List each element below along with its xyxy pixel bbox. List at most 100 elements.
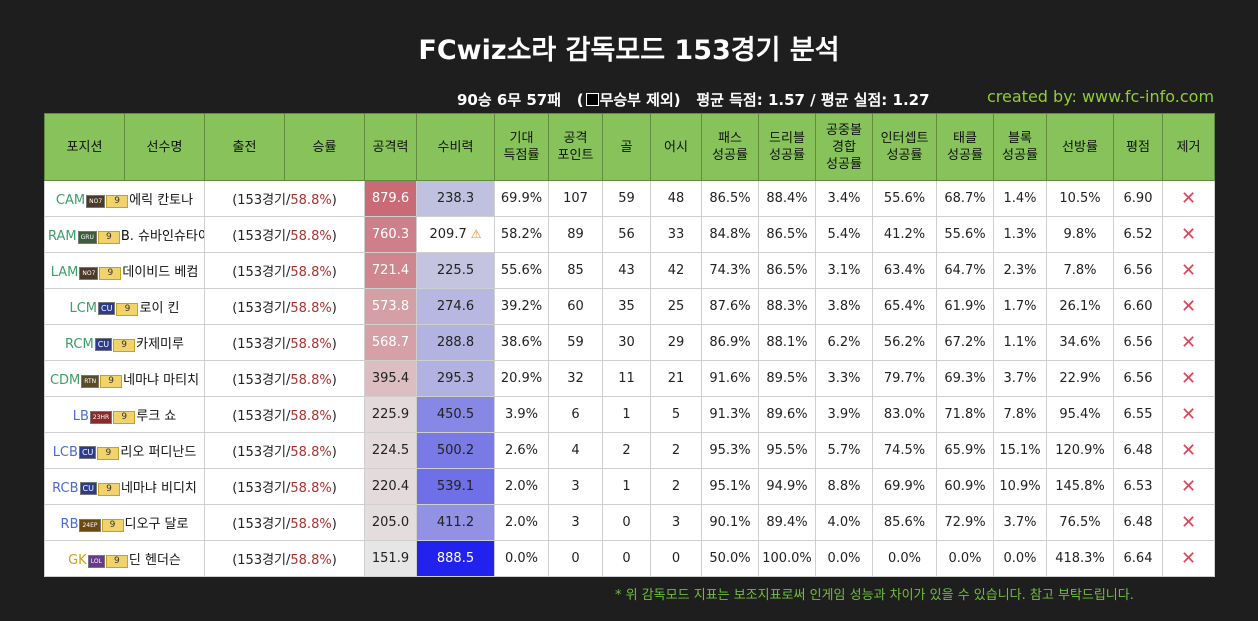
close-icon[interactable]: ✕ [1180,332,1197,353]
enhance-level-badge: 9 [116,303,139,316]
enhance-level-badge: 9 [106,195,129,208]
close-icon[interactable]: ✕ [1180,404,1197,425]
record-summary: 90승 6무 57패 (무승부 제외) 평균 득점: 1.57 / 평균 실점:… [457,89,930,110]
save-rate: 76.5% [1046,504,1114,541]
footnote: * 위 감독모드 지표는 보조지표로써 인게임 성능과 차이가 있을 수 있습니… [615,588,1134,603]
save-rate: 418.3% [1046,540,1114,577]
games-close-paren: ) [331,193,337,208]
block-rate: 1.7% [993,288,1047,325]
goals: 2 [602,432,651,469]
table-row: RCB CU 9 네마냐 비디치 (153경기/58.8%) 220.4 539.1 2.0%… [44,468,1215,505]
rating: 6.56 [1113,324,1163,361]
aerial-rate: 0.0% [815,540,873,577]
player-name[interactable]: 딘 헨더슨 [128,553,181,568]
close-icon[interactable]: ✕ [1180,224,1197,245]
win-rate: 58.8% [290,409,332,424]
remove-cell: ✕ [1162,540,1215,577]
pass-rate: 84.8% [701,216,759,253]
defense-value: 225.5 [416,252,495,289]
rating: 6.48 [1113,504,1163,541]
column-header: 공격 포인트 [548,113,603,181]
defense-value: 295.3 [416,360,495,397]
table-body: CAM NO7 9 에릭 칸토나 (153경기/58.8%) 879.6 238.3 69.9… [44,180,1215,577]
games-close-paren: ) [331,517,337,532]
tackle-rate: 68.7% [936,180,994,217]
player-name[interactable]: 루크 쇼 [136,409,177,424]
player-name[interactable]: 네마냐 마티치 [123,373,200,388]
games-close-paren: ) [331,301,337,316]
season-badge-icon: RTN [81,375,100,388]
close-icon[interactable]: ✕ [1180,440,1197,461]
aerial-rate: 6.2% [815,324,873,361]
tackle-rate: 61.9% [936,288,994,325]
attack-value: 568.7 [364,324,417,361]
close-icon[interactable]: ✕ [1180,368,1197,389]
player-name[interactable]: 리오 퍼디난드 [120,445,197,460]
close-icon[interactable]: ✕ [1180,548,1197,569]
attack-value: 220.4 [364,468,417,505]
xg-rate: 20.9% [494,360,549,397]
save-rate: 9.8% [1046,216,1114,253]
close-icon[interactable]: ✕ [1180,188,1197,209]
remove-cell: ✕ [1162,396,1215,433]
column-header: 승률 [284,113,365,181]
games-played: (153경기/ [232,445,291,460]
attack-points: 89 [548,216,603,253]
position-label: LB [72,409,89,424]
column-header: 골 [602,113,651,181]
dribble-rate: 88.4% [758,180,816,217]
position-label: CDM [49,373,81,388]
position-label: LCB [52,445,78,460]
enhance-level-badge: 9 [97,483,120,496]
player-name[interactable]: 에릭 칸토나 [129,193,194,208]
dribble-rate: 86.5% [758,252,816,289]
player-name[interactable]: 디오구 달로 [124,517,189,532]
player-cell: GK LOL 9 딘 헨더슨 [44,540,205,577]
close-icon[interactable]: ✕ [1180,260,1197,281]
tackle-rate: 64.7% [936,252,994,289]
position-label: RCB [52,481,79,496]
attack-value: 760.3 [364,216,417,253]
block-rate: 0.0% [993,540,1047,577]
intercept-rate: 85.6% [872,504,937,541]
player-name[interactable]: 로이 킨 [139,301,180,316]
table-row: LCM CU 9 로이 킨 (153경기/58.8%) 573.8 274.6 39.2% 60… [44,288,1215,325]
column-header: 출전 [204,113,285,181]
defense-value: 238.3 [416,180,495,217]
win-rate: 58.8% [290,193,332,208]
win-rate: 58.8% [290,481,332,496]
close-icon[interactable]: ✕ [1180,476,1197,497]
player-cell: RB 24EP 9 디오구 달로 [44,504,205,541]
enhance-level-badge: 9 [101,519,124,532]
enhance-level-badge: 9 [113,411,136,424]
tackle-rate: 67.2% [936,324,994,361]
remove-cell: ✕ [1162,180,1215,217]
block-rate: 1.3% [993,216,1047,253]
attack-points: 32 [548,360,603,397]
checkbox-icon [585,93,599,106]
position-label: CAM [55,193,86,208]
rating: 6.56 [1113,252,1163,289]
attack-points: 0 [548,540,603,577]
games-played: (153경기/ [232,409,291,424]
aerial-rate: 3.8% [815,288,873,325]
column-header: 인터셉트 성공률 [872,113,937,181]
player-name[interactable]: 카제미루 [136,337,184,352]
assists: 25 [650,288,702,325]
close-icon[interactable]: ✕ [1180,512,1197,533]
remove-cell: ✕ [1162,324,1215,361]
games-close-paren: ) [331,445,337,460]
pass-rate: 86.9% [701,324,759,361]
header-row: 포지션 선수명 출전 승률 공격력 수비력 기대 득점률 공격 포인트 골 어시 패스 성공률 드리블 성공률… [44,113,1215,181]
season-badge-icon: LOL [87,555,105,568]
player-name[interactable]: 네마냐 비디치 [120,481,197,496]
column-header: 공중볼 경합 성공률 [815,113,873,181]
games-played: (153경기/ [232,265,291,280]
close-icon[interactable]: ✕ [1180,296,1197,317]
player-name[interactable]: 데이비드 베컴 [122,265,199,280]
defense-value: 288.8 [416,324,495,361]
table-row: LAM NO7 9 데이비드 베컴 (153경기/58.8%) 721.4 225.5 55.… [44,252,1215,289]
player-name[interactable]: B. 슈바인슈타이거 [120,229,204,244]
column-header: 드리블 성공률 [758,113,816,181]
